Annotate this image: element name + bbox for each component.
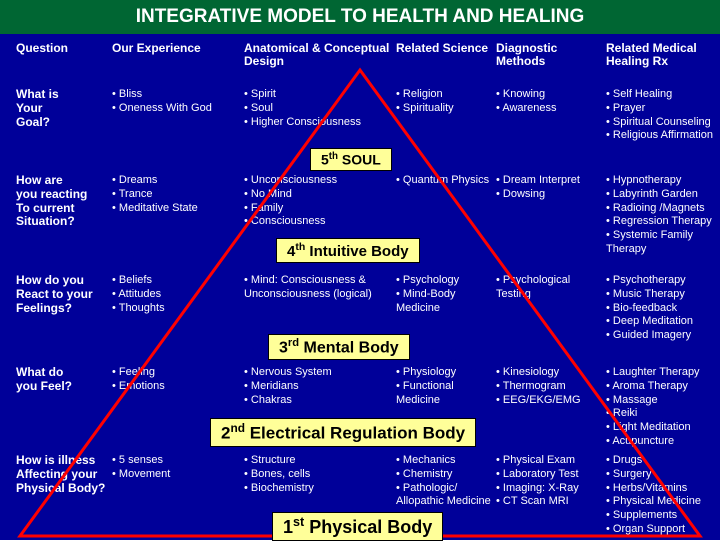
cell-diag: KnowingAwareness [496,88,602,116]
col-header: Diagnostic Methods [496,42,600,68]
col-header: Question [16,42,106,55]
col-header: Related Medical Healing Rx [606,42,716,68]
cell-diag: Dream InterpretDowsing [496,174,602,202]
cell-sci: PhysiologyFunctional Medicine [396,366,492,407]
cell-anat: Nervous SystemMeridiansChakras [244,366,392,407]
cell-diag: Physical ExamLaboratory TestImaging: X-R… [496,454,602,509]
row-question: How areyou reactingTo currentSituation? [16,174,112,229]
cell-sci: Quantum Physics [396,174,492,188]
row-question: How do youReact to yourFeelings? [16,274,112,315]
level-band: 2nd Electrical Regulation Body [210,418,476,447]
cell-anat: SpiritSoulHigher Consciousness [244,88,392,129]
cell-rx: HypnotherapyLabyrinth GardenRadioing /Ma… [606,174,718,257]
level-band: 3rd Mental Body [268,334,410,360]
cell-diag: KinesiologyThermogramEEG/EKG/EMG [496,366,602,407]
cell-anat: StructureBones, cellsBiochemistry [244,454,392,495]
board: Question Our Experience Anatomical & Conce… [0,34,720,540]
cell-rx: Laughter TherapyAroma TherapyMassageReik… [606,366,718,449]
cell-anat: • Mind: Consciousness & Unconsciousness … [244,274,392,302]
cell-sci: ReligionSpirituality [396,88,492,116]
cell-exp: BlissOneness With God [112,88,240,116]
cell-rx: PsychotherapyMusic TherapyBio-feedbackDe… [606,274,718,343]
cell-exp: 5 sensesMovement [112,454,240,482]
cell-exp: FeelingEmotions [112,366,240,394]
cell-exp: BeliefsAttitudesThoughts [112,274,240,315]
row-question: How is illnessAffecting yourPhysical Bod… [16,454,112,495]
level-band: 1st Physical Body [272,512,443,541]
cell-rx: Self HealingPrayerSpiritual CounselingRe… [606,88,718,143]
col-header: Related Science [396,42,490,55]
level-band: 5th SOUL [310,148,392,171]
cell-rx: DrugsSurgeryHerbs/VitaminsPhysical Medic… [606,454,718,537]
cell-sci: MechanicsChemistryPathologic/ Allopathic… [396,454,492,509]
col-header: Anatomical & Conceptual Design [244,42,390,68]
page-title: INTEGRATIVE MODEL TO HEALTH AND HEALING [0,0,720,34]
col-header: Our Experience [112,42,238,55]
cell-diag: Psychological Testing [496,274,602,302]
level-band: 4th Intuitive Body [276,238,420,263]
cell-anat: UnconsciousnessNo MindFamilyConsciousnes… [244,174,392,229]
cell-exp: DreamsTranceMeditative State [112,174,240,215]
row-question: What isYourGoal? [16,88,112,129]
cell-sci: PsychologyMind-Body Medicine [396,274,492,315]
row-question: What doyou Feel? [16,366,112,394]
